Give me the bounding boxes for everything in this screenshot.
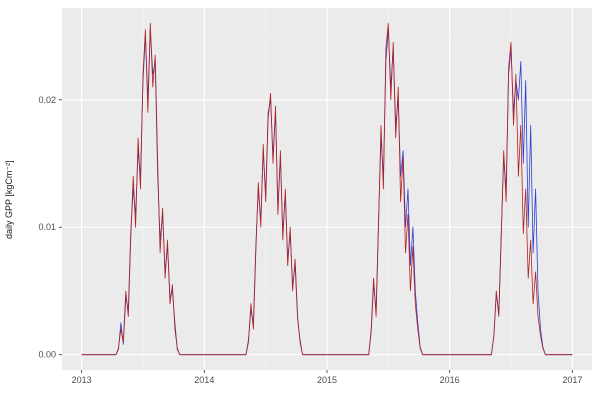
x-tick-label: 2017 bbox=[562, 375, 582, 385]
x-tick-label: 2016 bbox=[440, 375, 460, 385]
y-tick-label: 0.02 bbox=[38, 95, 56, 105]
x-tick-label: 2014 bbox=[194, 375, 214, 385]
x-tick-label: 2013 bbox=[72, 375, 92, 385]
y-tick-label: 0.00 bbox=[38, 350, 56, 360]
y-tick-label: 0.01 bbox=[38, 222, 56, 232]
x-tick-label: 2015 bbox=[317, 375, 337, 385]
series-line-gpp-red bbox=[81, 22, 573, 356]
